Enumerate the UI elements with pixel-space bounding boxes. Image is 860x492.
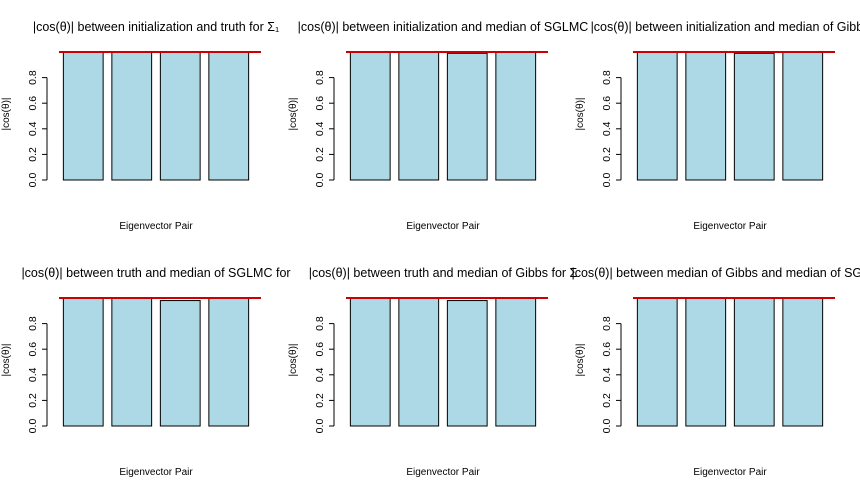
y-tick-label: 0.6 bbox=[601, 96, 613, 111]
bar-3 bbox=[446, 52, 488, 181]
x-axis-label: Eigenvector Pair bbox=[119, 221, 193, 232]
bar-3 bbox=[733, 297, 775, 427]
y-tick-label: 0.2 bbox=[314, 393, 326, 408]
chart-title: |cos(θ)| between truth and median of Gib… bbox=[309, 266, 578, 280]
bar-3 bbox=[159, 300, 201, 427]
bar-4 bbox=[495, 51, 537, 181]
y-tick-label: 0.0 bbox=[601, 173, 613, 188]
y-tick-label: 0.2 bbox=[27, 147, 39, 162]
y-tick-label: 0.8 bbox=[601, 70, 613, 85]
x-axis-label: Eigenvector Pair bbox=[119, 467, 193, 478]
chart-panel-6: |cos(θ)| between median of Gibbs and med… bbox=[571, 266, 860, 478]
y-tick-label: 0.6 bbox=[314, 342, 326, 357]
chart-title: |cos(θ)| between truth and median of SGL… bbox=[21, 266, 290, 280]
y-tick-label: 0.0 bbox=[601, 419, 613, 434]
y-tick-label: 0.4 bbox=[314, 121, 326, 136]
y-tick-label: 0.2 bbox=[314, 147, 326, 162]
bar-1 bbox=[636, 51, 678, 181]
y-tick-label: 0.6 bbox=[27, 342, 39, 357]
x-axis-label: Eigenvector Pair bbox=[693, 221, 767, 232]
bar-4 bbox=[208, 297, 250, 427]
y-tick-label: 0.8 bbox=[314, 316, 326, 331]
bar-3 bbox=[159, 51, 201, 181]
chart-panel-1: |cos(θ)| between initialization and trut… bbox=[1, 20, 279, 232]
bar-1 bbox=[636, 297, 678, 427]
y-tick-label: 0.6 bbox=[27, 96, 39, 111]
bar-1 bbox=[62, 297, 104, 427]
bar-2 bbox=[111, 51, 153, 181]
x-axis-label: Eigenvector Pair bbox=[406, 221, 480, 232]
bar-3 bbox=[733, 52, 775, 181]
bar-4 bbox=[782, 297, 824, 427]
x-axis-label: Eigenvector Pair bbox=[693, 467, 767, 478]
y-tick-label: 0.4 bbox=[27, 367, 39, 382]
bar-2 bbox=[685, 51, 727, 181]
y-axis-label: |cos(θ)| bbox=[575, 344, 586, 377]
y-axis-label: |cos(θ)| bbox=[288, 344, 299, 377]
y-axis-label: |cos(θ)| bbox=[1, 344, 12, 377]
y-tick-label: 0.0 bbox=[314, 173, 326, 188]
y-tick-label: 0.0 bbox=[27, 419, 39, 434]
chart-title: |cos(θ)| between initialization and trut… bbox=[33, 20, 279, 34]
y-tick-label: 0.0 bbox=[314, 419, 326, 434]
y-tick-label: 0.6 bbox=[601, 342, 613, 357]
bar-4 bbox=[782, 51, 824, 181]
y-tick-label: 0.8 bbox=[601, 316, 613, 331]
x-axis-label: Eigenvector Pair bbox=[406, 467, 480, 478]
chart-panel-2: |cos(θ)| between initialization and medi… bbox=[288, 20, 588, 232]
bar-4 bbox=[495, 297, 537, 427]
y-tick-label: 0.8 bbox=[27, 70, 39, 85]
bar-2 bbox=[398, 297, 440, 427]
chart-panel-5: |cos(θ)| between truth and median of Gib… bbox=[288, 266, 578, 478]
bar-2 bbox=[685, 297, 727, 427]
y-tick-label: 0.2 bbox=[27, 393, 39, 408]
y-tick-label: 0.4 bbox=[601, 367, 613, 382]
chart-panel-4: |cos(θ)| between truth and median of SGL… bbox=[1, 266, 291, 478]
bar-1 bbox=[349, 51, 391, 181]
bar-4 bbox=[208, 51, 250, 181]
y-tick-label: 0.8 bbox=[27, 316, 39, 331]
y-axis-label: |cos(θ)| bbox=[575, 98, 586, 131]
y-axis-label: |cos(θ)| bbox=[288, 98, 299, 131]
chart-title: |cos(θ)| between median of Gibbs and med… bbox=[571, 266, 860, 280]
bar-2 bbox=[398, 51, 440, 181]
bar-2 bbox=[111, 297, 153, 427]
y-tick-label: 0.6 bbox=[314, 96, 326, 111]
chart-title: |cos(θ)| between initialization and medi… bbox=[591, 20, 860, 34]
chart-panel-3: |cos(θ)| between initialization and medi… bbox=[575, 20, 860, 232]
bar-3 bbox=[446, 300, 488, 427]
y-tick-label: 0.4 bbox=[601, 121, 613, 136]
y-tick-label: 0.2 bbox=[601, 147, 613, 162]
y-tick-label: 0.0 bbox=[27, 173, 39, 188]
y-tick-label: 0.8 bbox=[314, 70, 326, 85]
bar-1 bbox=[62, 51, 104, 181]
y-axis-label: |cos(θ)| bbox=[1, 98, 12, 131]
chart-title: |cos(θ)| between initialization and medi… bbox=[298, 20, 589, 34]
bar-1 bbox=[349, 297, 391, 427]
y-tick-label: 0.4 bbox=[27, 121, 39, 136]
y-tick-label: 0.2 bbox=[601, 393, 613, 408]
y-tick-label: 0.4 bbox=[314, 367, 326, 382]
